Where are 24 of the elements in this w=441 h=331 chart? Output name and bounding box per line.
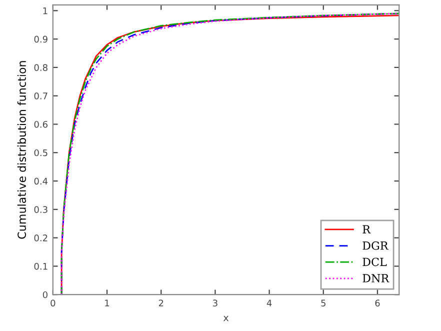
y-tick-label: 0.9	[34, 36, 48, 43]
legend-label: DCL	[362, 258, 387, 266]
y-tick-label: 0	[42, 291, 48, 298]
y-axis-title: Cumulative distribution function	[17, 61, 26, 239]
x-tick-label: 5	[321, 300, 326, 306]
x-tick-label: 4	[266, 300, 272, 306]
y-tick-label: 0.5	[34, 149, 48, 156]
y-tick-label: 0.8	[34, 64, 48, 71]
y-tick-label: 1	[43, 7, 48, 14]
y-tick-label: 0.1	[34, 262, 48, 270]
x-tick-label: 3	[213, 300, 218, 306]
x-tick-label: 0	[50, 300, 56, 306]
x-axis-title: x	[223, 316, 229, 322]
y-tick-label: 0.3	[34, 206, 48, 213]
y-tick-label: 0.7	[34, 92, 48, 100]
y-tick-label: 0.6	[34, 120, 48, 128]
legend-label: DGR	[362, 241, 389, 250]
y-tick-label: 0.2	[34, 234, 48, 242]
legend-label: DNR	[362, 274, 390, 282]
legend-label: R	[362, 225, 371, 234]
x-tick-label: 2	[158, 300, 164, 306]
x-tick-label: 6	[375, 300, 380, 306]
x-tick-label: 1	[105, 300, 110, 306]
y-tick-label: 0.4	[34, 178, 48, 185]
